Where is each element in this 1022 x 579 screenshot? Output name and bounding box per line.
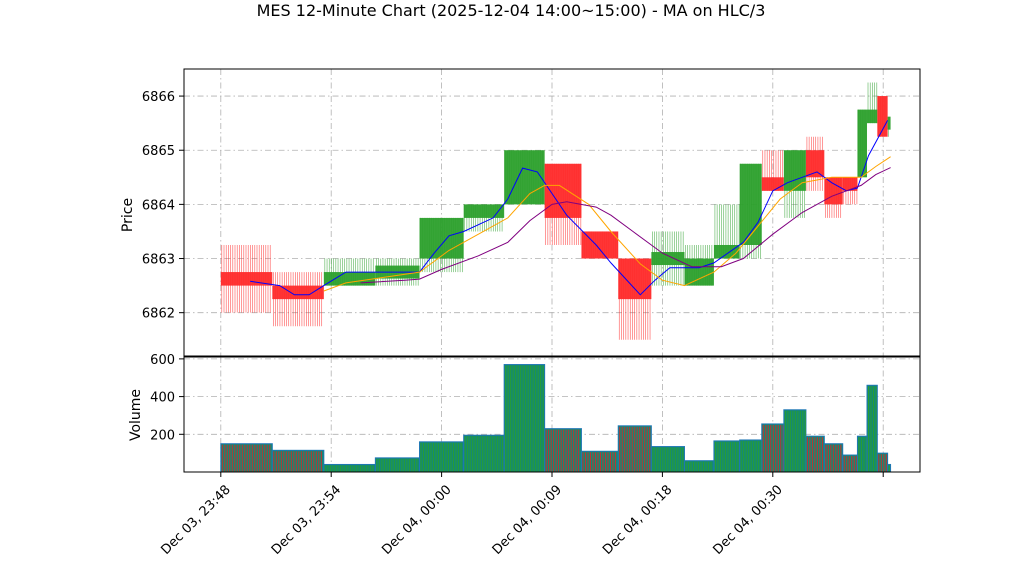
chart-title: MES 12-Minute Chart (2025-12-04 14:00~15… [257, 1, 766, 20]
x-tick-label: Dec 04, 00:30 [710, 482, 785, 557]
volume-bar [823, 443, 844, 473]
volume-bars [220, 364, 892, 473]
price-bar-body [504, 150, 545, 205]
price-bars [220, 82, 891, 340]
x-tick-label: Dec 03, 23:48 [158, 482, 233, 557]
price-axis-label: Price [120, 198, 136, 232]
volume-bar [866, 384, 878, 473]
moving-average-lines [250, 120, 891, 296]
price-bar-body [867, 109, 878, 124]
volume-bar [683, 460, 715, 473]
volume-bar [713, 440, 741, 473]
price-tick-label: 6865 [142, 144, 175, 159]
volume-bar [887, 463, 892, 473]
price-bar [684, 244, 714, 286]
price-bar-body [877, 96, 888, 137]
moving-average-line [323, 156, 891, 292]
volume-bar [419, 441, 465, 473]
price-bar-body [272, 285, 324, 300]
price-bar [867, 82, 878, 124]
price-tick-label: 6864 [142, 198, 175, 213]
price-bar [544, 163, 582, 245]
volume-bar [650, 446, 685, 473]
price-tick-label: 6862 [142, 307, 175, 322]
moving-average-line [360, 167, 891, 284]
price-bar-body [463, 204, 505, 218]
volume-axis-label: Volume [128, 389, 144, 441]
price-bar [713, 204, 740, 259]
price-bar-body [783, 150, 806, 191]
volume-bar [220, 443, 273, 473]
volume-bar [842, 454, 858, 473]
price-axis-ticks: 6862 6863 6864 6865 6866 [142, 90, 184, 322]
price-bar-body [887, 116, 891, 130]
price-bar-body [824, 177, 843, 205]
price-bar [877, 96, 888, 137]
price-bar-body [651, 252, 685, 266]
price-bar [805, 136, 825, 191]
price-bar [857, 109, 868, 178]
x-tick-label: Dec 04, 00:09 [490, 482, 565, 557]
time-axis-ticks: Dec 03, 23:48 Dec 03, 23:54 Dec 04, 00:00 D… [158, 472, 884, 558]
price-bar-body [419, 217, 464, 259]
volume-bar [503, 364, 546, 473]
price-tick-label: 6863 [142, 253, 175, 268]
x-tick-label: Dec 04, 00:00 [379, 482, 454, 557]
volume-tick-label: 200 [150, 428, 175, 443]
price-bar [272, 272, 324, 327]
price-bar [783, 150, 806, 218]
moving-average-line [250, 120, 889, 296]
price-bar [618, 258, 652, 340]
price-bar-body [805, 150, 825, 178]
volume-bar [783, 409, 807, 473]
x-tick-label: Dec 03, 23:54 [269, 482, 344, 557]
volume-bar [739, 439, 763, 473]
x-tick-label: Dec 04, 00:18 [600, 482, 675, 557]
price-bar [504, 150, 545, 205]
volume-bar [271, 449, 325, 473]
price-bar-body [684, 258, 714, 286]
price-bar-body [323, 272, 376, 286]
volume-axis-ticks: 200 400 600 [150, 353, 184, 443]
volume-tick-label: 400 [150, 391, 175, 406]
price-bar-body [618, 258, 652, 300]
volume-bar [463, 434, 505, 473]
price-bar [842, 177, 858, 205]
price-bar [651, 231, 685, 286]
price-tick-label: 6866 [142, 90, 175, 105]
volume-tick-label: 600 [150, 353, 175, 368]
volume-bar [617, 425, 652, 473]
price-bar-body [842, 177, 858, 191]
volume-bar [544, 428, 582, 473]
volume-bar [580, 450, 619, 473]
volume-bar [805, 435, 825, 473]
volume-bar [374, 457, 421, 473]
volume-bar [876, 452, 889, 473]
price-bar [887, 116, 891, 137]
price-panel-frame [183, 68, 921, 357]
price-bar [761, 150, 784, 191]
price-bar-body [857, 109, 868, 178]
volume-bar [761, 423, 785, 473]
price-bar [220, 244, 273, 313]
price-bar-body [761, 177, 784, 191]
price-bar [463, 204, 505, 232]
volume-bar [856, 435, 868, 473]
volume-bar [323, 463, 376, 473]
